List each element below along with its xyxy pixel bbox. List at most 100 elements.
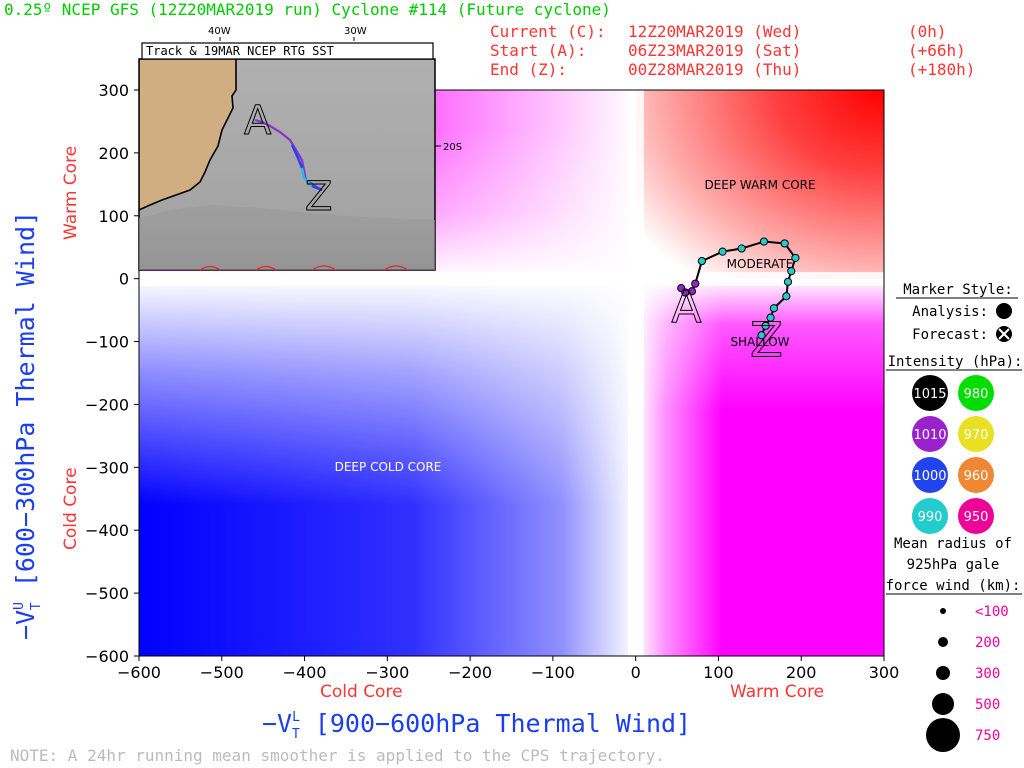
x-axis-title-sub: T	[292, 727, 300, 742]
track-point	[718, 247, 727, 256]
inset-lon-30w: 30W	[344, 26, 367, 37]
x-axis-title-sup: L	[292, 710, 300, 725]
y-axis-title-rest: [600−300hPa Thermal Wind]	[11, 211, 40, 602]
radius-swatch	[936, 666, 950, 680]
legend-analysis: Analysis:	[912, 304, 988, 320]
start-label: Start (A):	[490, 41, 586, 60]
radius-swatch-label: 300	[975, 666, 1000, 682]
radius-swatch	[932, 693, 954, 715]
radius-swatch-label: 500	[975, 697, 1000, 713]
intensity-swatch	[958, 498, 994, 534]
deep-cold-core-label: DEEP COLD CORE	[335, 460, 442, 474]
radius-swatch-label: 200	[975, 635, 1000, 651]
current-label: Current (C):	[490, 22, 606, 41]
moderate-label: MODERATE	[727, 257, 794, 271]
track-point	[766, 313, 775, 322]
y-tick-label: −500	[85, 584, 129, 603]
inset-end-letter: Z	[305, 174, 332, 220]
inset-start-letter: A	[244, 98, 272, 144]
y-warm-core-label-wrap: Warm Core	[61, 146, 81, 240]
legend-marker-style: Marker Style:	[903, 282, 1013, 298]
track-point	[737, 244, 746, 253]
chart-title: 0.25º NCEP GFS (12Z20MAR2019 run) Cyclon…	[4, 0, 611, 19]
intensity-swatch-label: 990	[918, 510, 943, 525]
radius-swatch-label: 750	[975, 728, 1000, 744]
x-tick-label: 0	[631, 663, 641, 682]
track-point	[780, 239, 789, 248]
intensity-swatch-label: 980	[964, 387, 989, 402]
track-point	[783, 277, 793, 286]
x-tick-label: 200	[786, 663, 817, 682]
end-label: End (Z):	[490, 60, 567, 79]
legend-forecast: Forecast:	[912, 327, 988, 343]
track-point	[697, 256, 706, 266]
y-cold-core-label-wrap: Cold Core	[61, 467, 81, 550]
y-tick-label: 100	[98, 207, 129, 226]
track-layer: AZ	[671, 237, 800, 369]
intensity-swatch-label: 960	[964, 469, 989, 484]
x-axis-title-rest: [900−600hPa Thermal Wind]	[300, 709, 691, 738]
deep-warm-core-label: DEEP WARM CORE	[704, 178, 815, 192]
y-warm-core-label: Warm Core	[61, 146, 81, 240]
y-tick-label: 200	[98, 144, 129, 163]
x-warm-core-label: Warm Core	[730, 682, 824, 702]
analysis-marker-icon	[996, 303, 1012, 319]
legend-intensity-title: Intensity (hPa):	[888, 354, 1023, 370]
y-axis-title-sup: U	[12, 602, 27, 610]
y-axis-title: −VU T [600−300hPa Thermal Wind]	[11, 211, 44, 640]
legend: Marker Style: Analysis: Forecast: Intens…	[886, 282, 1023, 752]
y-axis-title-main: −V	[11, 610, 40, 640]
intensity-swatch	[912, 375, 948, 411]
track-point	[687, 287, 697, 296]
inset-lat-20s: 20S	[443, 142, 462, 153]
legend-radius-title-1: Mean radius of	[894, 536, 1012, 552]
inset-edge-marks	[199, 265, 409, 271]
x-tick-label: −100	[531, 663, 575, 682]
track-point	[769, 304, 779, 313]
intensity-swatch	[958, 375, 994, 411]
track-point	[782, 292, 791, 301]
x-tick-label: −600	[117, 663, 161, 682]
track-point	[791, 253, 800, 263]
radius-swatch-label: <100	[975, 604, 1009, 620]
end-offset: (+180h)	[908, 60, 975, 79]
track-point	[757, 331, 766, 340]
svg-text:−VLT [900−600hPa Thermal Wind]: −VL T [900−600hPa Thermal Wind]	[262, 709, 691, 742]
svg-text:−VUT [600−300hPa Thermal Wind]: −VU T [600−300hPa Thermal Wind]	[11, 211, 44, 640]
intensity-swatch	[958, 416, 994, 452]
x-tick-label: −300	[365, 663, 409, 682]
intensity-swatch-label: 950	[964, 510, 989, 525]
x-tick-label: 300	[869, 663, 900, 682]
y-tick-label: −300	[85, 458, 129, 477]
intensity-swatch-label: 970	[964, 428, 989, 443]
start-offset: (+66h)	[908, 41, 966, 60]
x-axis-title-main: −V	[262, 709, 292, 738]
run-times: Current (C): 12Z20MAR2019 (Wed) (0h) Sta…	[490, 22, 975, 79]
x-tick-label: −200	[448, 663, 492, 682]
x-axis-title: −VL T [900−600hPa Thermal Wind]	[262, 709, 691, 742]
y-tick-label: −100	[85, 333, 129, 352]
intensity-swatch	[958, 457, 994, 493]
intensity-swatch	[912, 498, 948, 534]
intensity-swatch-label: 1015	[913, 387, 946, 402]
x-tick-label: 100	[703, 663, 734, 682]
track-point	[759, 237, 769, 246]
y-tick-label: −600	[85, 647, 129, 666]
x-tick-label: −400	[283, 663, 327, 682]
plot-frame	[138, 89, 885, 657]
forecast-marker-icon	[996, 326, 1012, 342]
inset-land	[139, 59, 237, 211]
y-tick-label: 300	[98, 81, 129, 100]
track-point	[691, 279, 700, 288]
track-start-letter: A	[671, 282, 701, 333]
intensity-swatch	[912, 457, 948, 493]
inset-title-box	[141, 42, 434, 60]
x-axis: −600 −500 −400 −300 −200 −100 0 100 200 300	[117, 656, 899, 682]
y-tick-label: −400	[85, 521, 129, 540]
intensity-swatch	[912, 416, 948, 452]
inset-map: A Z Track & 19MAR NCEP RTG SST 40W 30W 2…	[138, 26, 462, 271]
track-point	[761, 321, 770, 330]
current-time: 12Z20MAR2019 (Wed)	[628, 22, 801, 41]
radius-swatch	[938, 637, 948, 647]
